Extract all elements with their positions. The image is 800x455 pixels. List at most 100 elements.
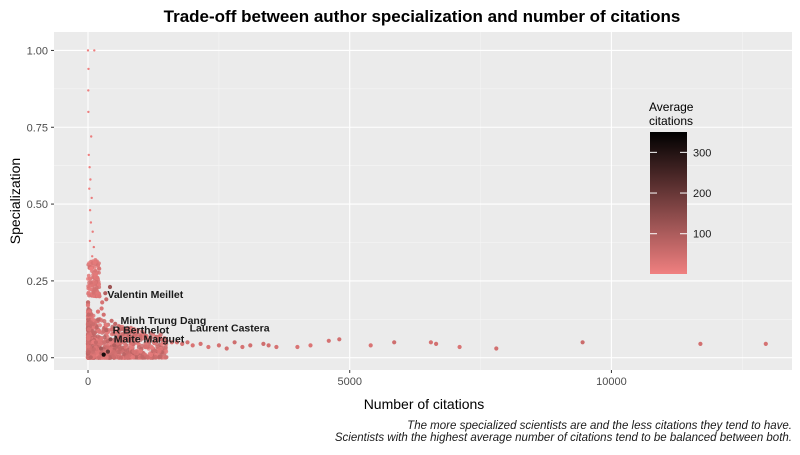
y-tick-label: 1.00 [27,45,48,57]
scatter-point [109,318,114,323]
scatter-point [88,320,93,325]
scatter-point [86,49,90,52]
scatter-point [101,352,106,357]
scatter-point [457,344,462,350]
scatter-point [136,341,141,346]
scatter-point [87,293,91,298]
scatter-point [90,283,95,288]
scatter-point [86,290,91,295]
scatter-point [88,166,91,169]
scatter-point [86,309,92,314]
scatter-point [111,349,116,354]
scatter-point [158,354,163,359]
scatter-point [91,347,96,352]
scatter-point [105,339,110,344]
scatter-point [127,331,132,336]
y-tick-label: 0.50 [27,199,48,211]
scatter-point [308,343,313,348]
legend-tick-label: 100 [693,229,711,241]
legend-tick-label: 300 [693,147,711,159]
scatter-point [89,178,92,181]
scatter-point [131,338,136,343]
point-annotation: R Berthelot [113,325,170,337]
scatter-point [143,334,148,339]
y-tick-label: 0.75 [27,122,48,134]
scatter-point [118,332,123,337]
scatter-point [151,332,156,337]
scatter-point [86,344,91,349]
scatter-point [103,291,108,296]
scatter-point [698,341,703,346]
scatter-point [117,324,122,330]
scatter-point [95,275,100,280]
scatter-point [117,336,122,341]
scatter-point [261,341,266,346]
scatter-point [763,341,768,346]
scatter-point [90,196,93,200]
scatter-point [108,337,113,342]
scatter-point [116,350,121,355]
scatter-point [113,321,118,326]
scatter-point [138,349,143,354]
scatter-point [87,89,90,92]
scatter-point [92,354,97,359]
scatter-point [150,345,155,350]
scatter-point [118,355,124,360]
scatter-point [185,340,190,345]
scatter-point [91,230,94,233]
scatter-point [130,355,136,360]
scatter-point [127,326,132,331]
scatter-point [86,284,91,289]
scatter-point [163,355,168,360]
scatter-point [123,345,128,350]
scatter-point [428,340,433,345]
scatter-point [88,209,92,212]
scatter-point [94,325,99,330]
scatter-point [148,335,153,340]
scatter-point [92,330,98,335]
data-points [85,49,768,360]
scatter-point [85,300,91,305]
scatter-point [88,355,93,360]
scatter-point [138,337,143,342]
scatter-point [86,312,91,317]
scatter-point [134,355,139,360]
y-tick-label: 0.25 [27,276,48,288]
scatter-point [143,344,148,349]
scatter-point [104,328,109,333]
legend-title-line2: citations [649,114,693,128]
x-tick-label: 0 [85,376,91,388]
scatter-point [122,328,127,333]
scatter-point [86,340,91,345]
scatter-point [190,343,195,348]
legend-colorbar [650,132,687,274]
scatter-point [224,346,229,351]
scatter-point [127,337,132,342]
scatter-point [91,290,96,294]
scatter-point [174,340,180,345]
point-annotation: Laurent Castera [190,323,270,335]
scatter-point [152,348,157,353]
scatter-point [248,343,253,348]
x-tick-label: 5000 [337,376,361,388]
scatter-point [92,245,96,249]
y-axis-label: Specialization [7,158,23,244]
scatter-point [140,354,145,359]
point-annotation: Valentin Meillet [107,289,183,301]
scatter-point [90,135,93,138]
scatter-point [295,344,300,350]
scatter-point [580,340,585,345]
scatter-point [97,355,102,360]
x-tick-label: 10000 [596,376,627,388]
scatter-point [111,354,116,359]
legend-ticks: 100 200 300 [650,147,711,241]
scatter-point [95,309,101,314]
scatter-point [104,297,109,302]
scatter-point [326,338,331,343]
scatter-point [206,344,211,350]
scatter-point [274,344,279,350]
x-axis-label: Number of citations [364,396,485,412]
